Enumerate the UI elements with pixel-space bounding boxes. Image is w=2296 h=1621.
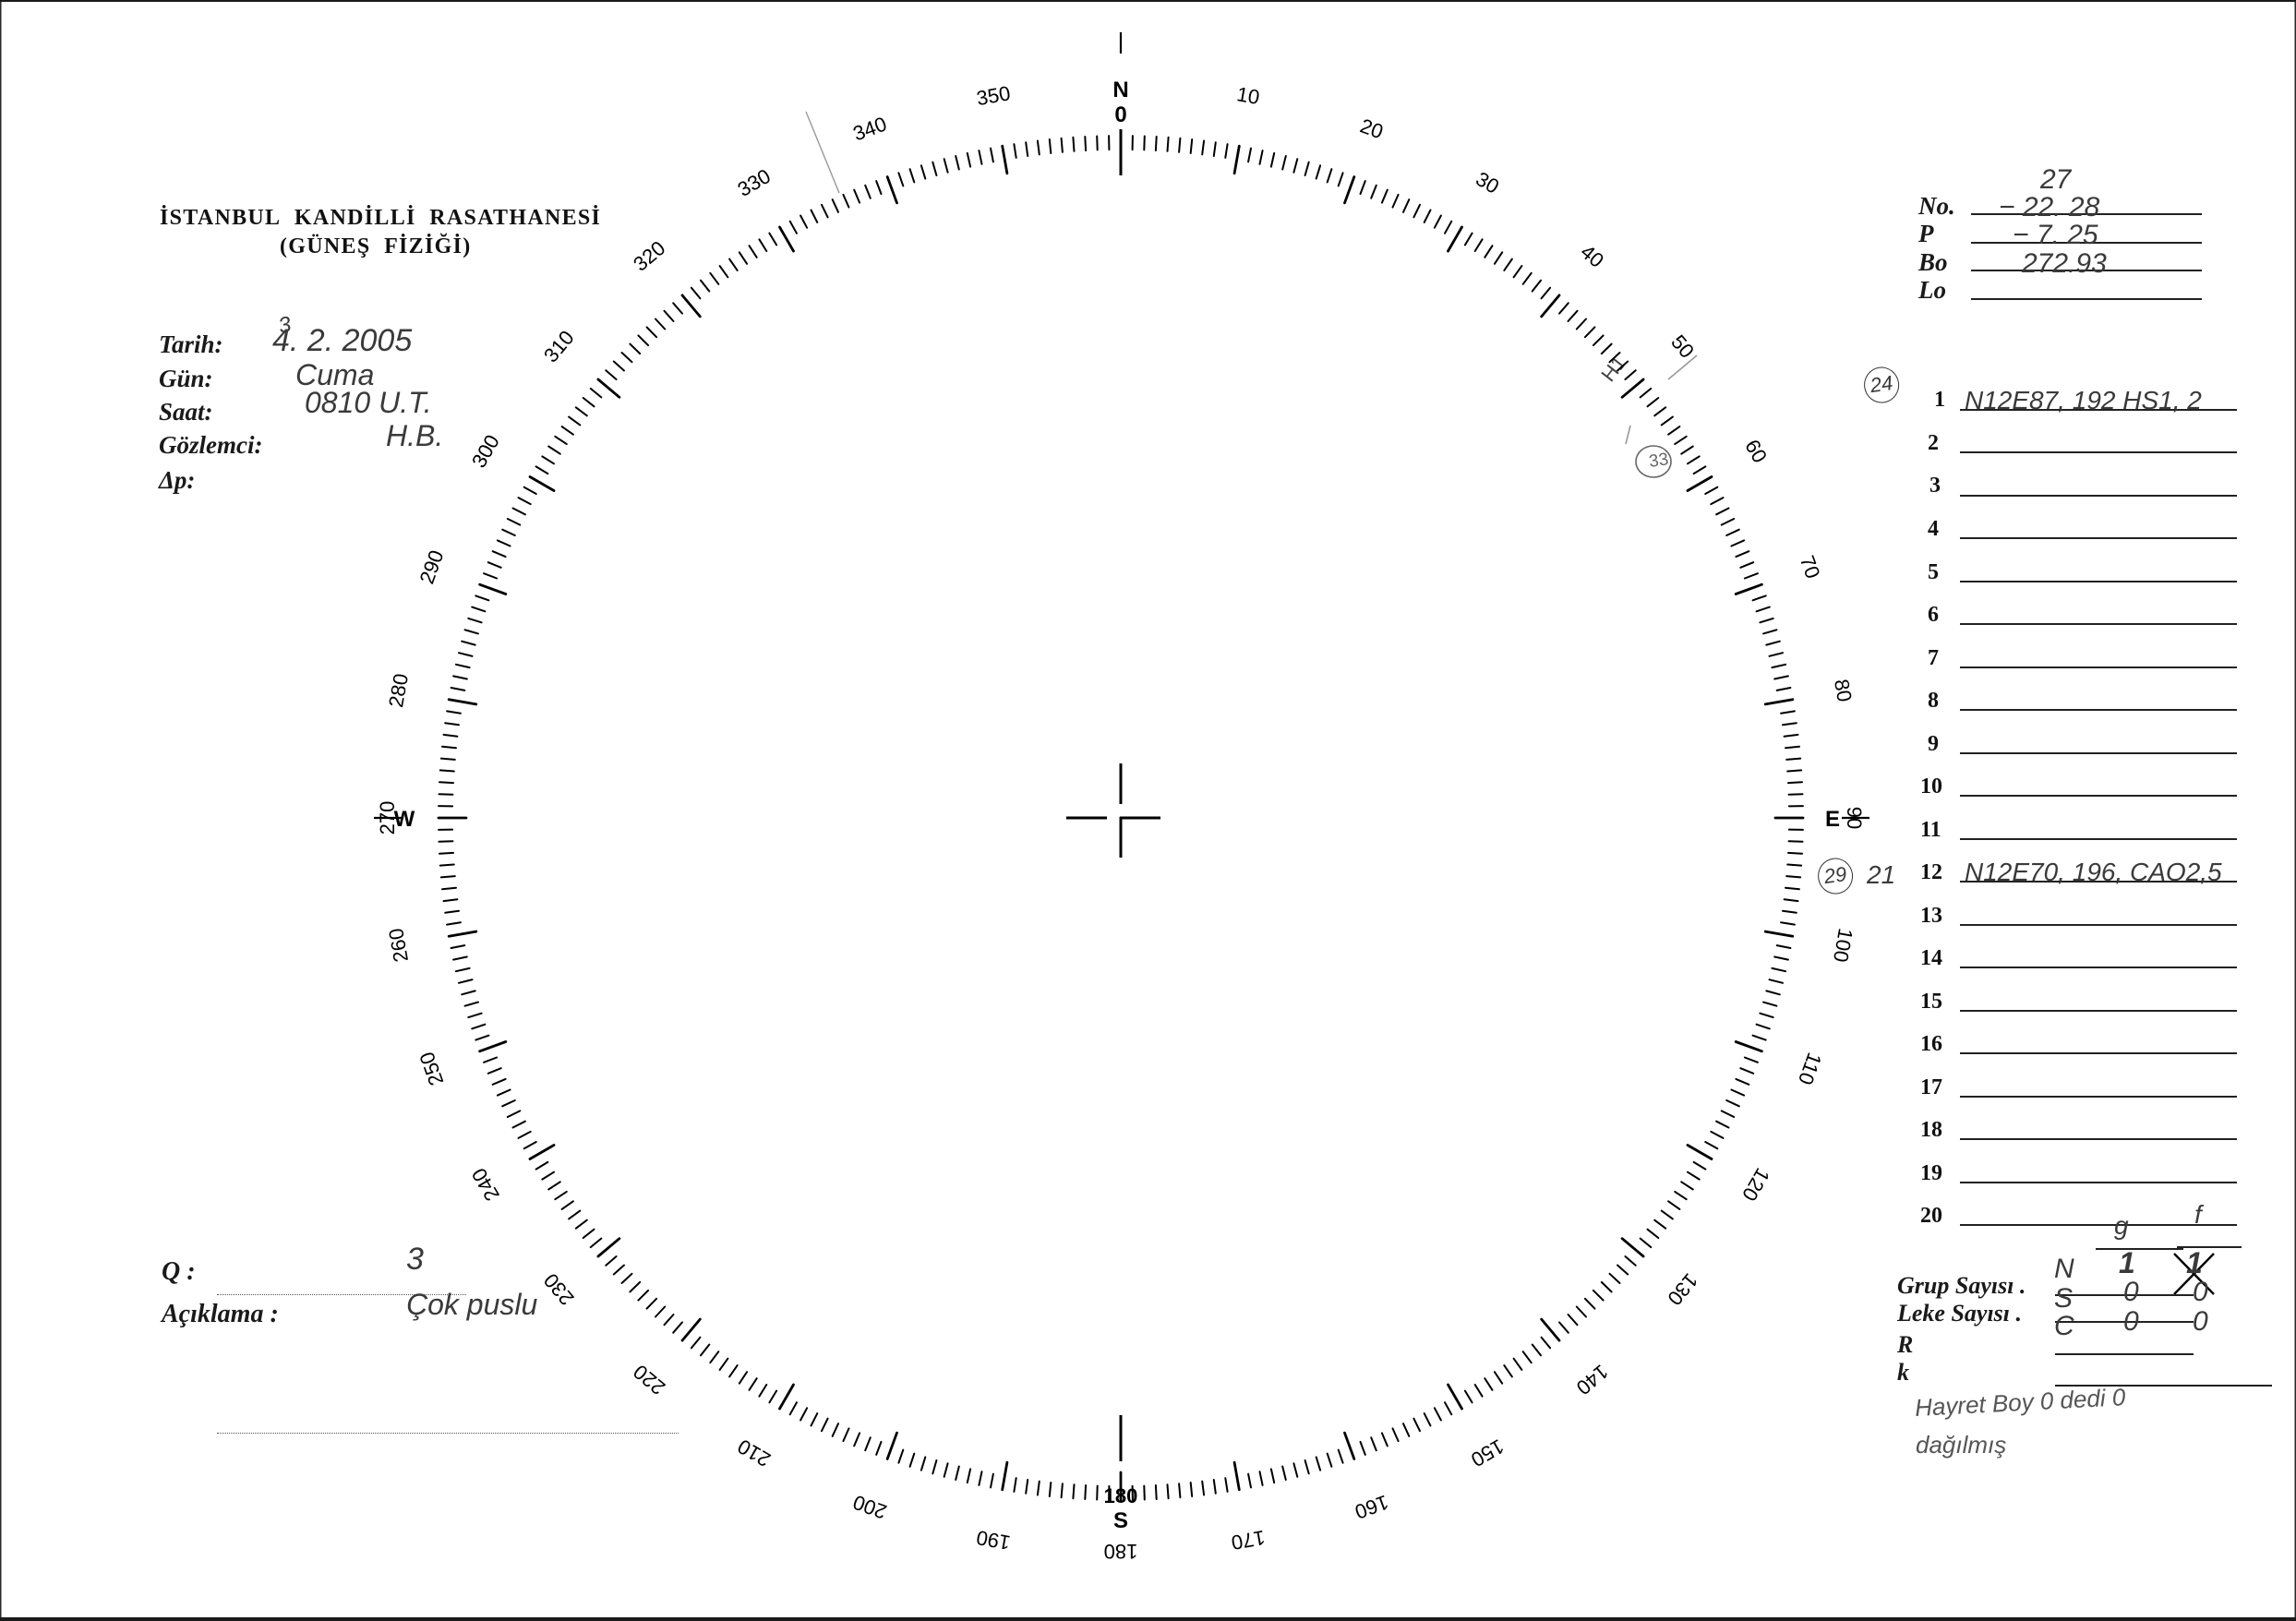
svg-text:310: 310	[539, 326, 579, 366]
svg-text:260: 260	[384, 927, 413, 965]
svg-text:290: 290	[415, 547, 448, 587]
svg-text:200: 200	[850, 1491, 890, 1524]
svg-text:150: 150	[1467, 1435, 1508, 1471]
svg-text:350: 350	[975, 81, 1013, 110]
svg-text:210: 210	[734, 1435, 775, 1471]
svg-text:180: 180	[1104, 1540, 1138, 1563]
svg-text:60: 60	[1740, 436, 1772, 467]
svg-text:140: 140	[1572, 1360, 1613, 1399]
svg-text:33: 33	[1648, 450, 1670, 472]
svg-text:170: 170	[1230, 1526, 1268, 1555]
svg-text:240: 240	[467, 1164, 504, 1205]
svg-text:330: 330	[734, 164, 775, 201]
svg-text:100: 100	[1829, 927, 1857, 965]
svg-text:300: 300	[467, 431, 504, 472]
svg-text:130: 130	[1663, 1269, 1702, 1310]
svg-text:320: 320	[629, 236, 669, 276]
svg-text:160: 160	[1352, 1491, 1391, 1524]
svg-text:40: 40	[1576, 240, 1608, 272]
svg-text:270: 270	[376, 801, 399, 835]
svg-text:250: 250	[415, 1049, 448, 1088]
svg-text:70: 70	[1796, 552, 1825, 582]
svg-text:80: 80	[1830, 678, 1857, 703]
svg-text:340: 340	[850, 112, 890, 145]
svg-text:220: 220	[629, 1360, 669, 1399]
svg-text:120: 120	[1737, 1164, 1774, 1205]
svg-text:280: 280	[384, 672, 413, 710]
svg-text:110: 110	[1794, 1050, 1826, 1088]
svg-text:H1: H1	[1596, 352, 1630, 387]
svg-text:20: 20	[1357, 114, 1387, 144]
svg-text:10: 10	[1235, 82, 1261, 109]
svg-text:190: 190	[975, 1526, 1013, 1555]
svg-text:N: N	[1112, 78, 1128, 102]
svg-text:30: 30	[1472, 167, 1503, 198]
svg-text:E: E	[1825, 807, 1840, 832]
svg-text:S: S	[1113, 1508, 1128, 1533]
svg-text:230: 230	[539, 1269, 579, 1310]
svg-text:0: 0	[1114, 102, 1126, 127]
svg-text:90: 90	[1843, 807, 1866, 829]
